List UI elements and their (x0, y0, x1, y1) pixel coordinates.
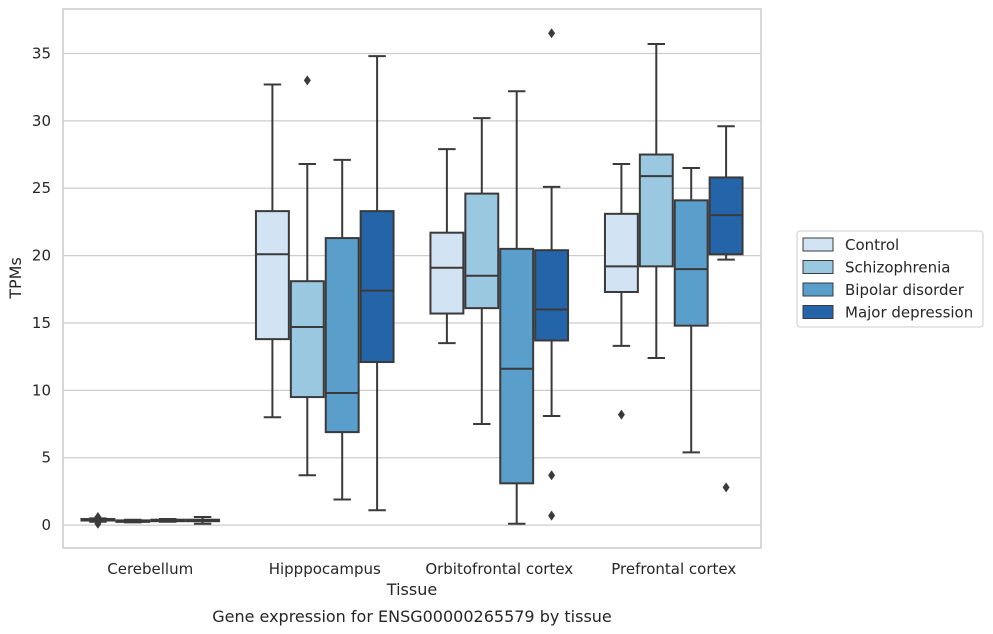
box-group (115, 518, 151, 524)
y-tick-label: 15 (32, 314, 51, 332)
box (673, 199, 709, 327)
legend: Control Schizophrenia Bipolar disorder Majo… (796, 230, 984, 328)
y-tick-label: 0 (41, 516, 51, 534)
box (534, 249, 570, 342)
y-tick-label: 35 (32, 44, 51, 62)
y-tick-label: 20 (32, 247, 51, 265)
legend-label: Bipolar disorder (845, 281, 965, 299)
outlier-point (548, 470, 556, 481)
box-group (708, 125, 744, 493)
x-tick-label: Hipppocampus (269, 560, 381, 578)
legend-label: Control (845, 236, 899, 254)
x-tick-label: Prefrontal cortex (611, 560, 736, 578)
legend-swatch (802, 282, 834, 297)
outlier-point (94, 512, 102, 523)
box-group (499, 90, 535, 525)
legend-swatch (802, 260, 834, 274)
outlier-point (617, 409, 625, 420)
x-axis-title: Tissue (386, 580, 437, 599)
x-axis-ticks: Cerebellum Hipppocampus Orbitofrontal cort… (107, 560, 736, 578)
box-group (359, 55, 395, 512)
box (359, 210, 395, 364)
legend-swatch (802, 305, 834, 319)
box-group (603, 162, 639, 420)
legend-label: Major depression (845, 304, 973, 322)
box (254, 210, 290, 341)
box-group (429, 148, 465, 345)
box (638, 153, 674, 268)
y-axis-ticks: 0 5 10 15 20 25 30 35 (32, 44, 51, 534)
legend-swatch (802, 237, 834, 252)
outlier-point (722, 482, 730, 493)
outlier-point (548, 28, 556, 39)
box-group (80, 512, 116, 529)
box (289, 280, 325, 399)
y-tick-label: 25 (32, 179, 51, 197)
legend-label: Schizophrenia (845, 259, 950, 277)
box-group (254, 83, 290, 419)
box (464, 192, 500, 310)
box-group (150, 518, 186, 523)
y-tick-label: 10 (32, 381, 51, 399)
x-tick-label: Orbitofrontal cortex (425, 560, 573, 578)
outlier-point (303, 75, 311, 86)
box-group (464, 117, 500, 426)
box (429, 231, 465, 315)
y-tick-label: 5 (41, 449, 51, 467)
box-group (673, 167, 709, 454)
chart-caption: Gene expression for ENSG00000265579 by t… (212, 607, 612, 626)
outlier-point (94, 518, 102, 529)
box-group (638, 43, 674, 360)
grid-lines (63, 52, 761, 526)
box-group (534, 28, 570, 521)
box-group (289, 75, 325, 477)
box-group (185, 516, 221, 525)
box-group (324, 158, 360, 501)
outlier-point (548, 510, 556, 521)
plot-area-frame (62, 8, 762, 549)
box-plot-series (80, 28, 744, 529)
x-tick-label: Cerebellum (107, 560, 193, 578)
y-tick-label: 30 (32, 112, 51, 130)
y-axis-title: TPMs (6, 257, 25, 300)
box (603, 212, 639, 293)
box (499, 247, 535, 485)
box (324, 237, 360, 434)
legend-frame (796, 230, 984, 328)
